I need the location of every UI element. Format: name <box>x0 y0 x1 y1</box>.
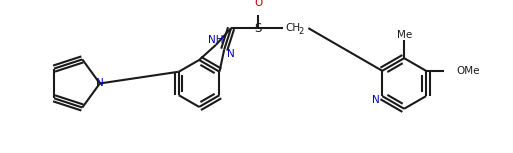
Text: OMe: OMe <box>457 66 480 76</box>
Text: N: N <box>372 95 380 105</box>
Text: N: N <box>227 49 234 59</box>
Text: NH: NH <box>208 35 224 45</box>
Text: 2: 2 <box>299 27 304 36</box>
Text: S: S <box>254 22 262 35</box>
Text: O: O <box>254 0 262 8</box>
Text: Me: Me <box>397 30 412 40</box>
Text: N: N <box>96 78 104 88</box>
Text: CH: CH <box>286 23 301 33</box>
